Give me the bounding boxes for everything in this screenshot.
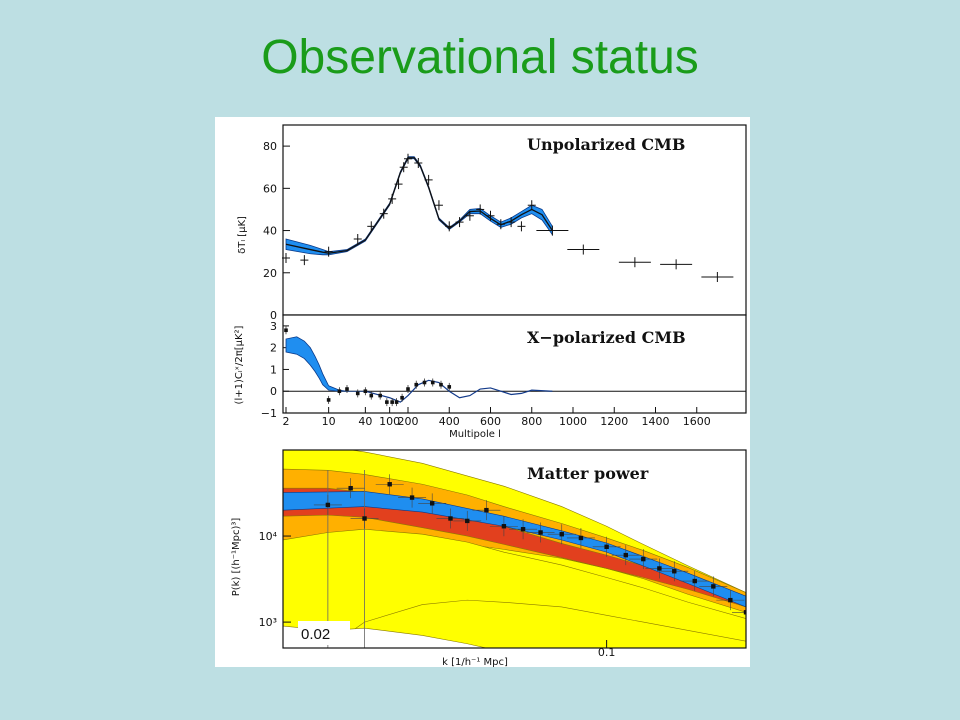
data-point (448, 516, 453, 521)
data-point (394, 400, 399, 404)
xtick-label: 1400 (642, 415, 670, 428)
data-point (657, 566, 662, 571)
figure: Unpolarized CMB δTₗ [μK] 0 20 40 60 80 X−pol… (215, 117, 750, 667)
data-point (559, 532, 564, 537)
data-point (429, 501, 435, 506)
xtick-label: 600 (480, 415, 501, 428)
xtick-label: 1600 (683, 415, 711, 428)
data-point (538, 530, 543, 535)
panel-matter-power-title: Matter power (527, 464, 649, 483)
data-point (578, 535, 584, 541)
data-point (355, 391, 360, 396)
data-point (692, 578, 697, 584)
data-point (484, 507, 489, 513)
data-point (641, 556, 646, 562)
xtick-label: 0.1 (598, 646, 616, 659)
xtick-label: 1200 (600, 415, 628, 428)
panel-xpolarized-band (285, 336, 553, 403)
ytick-label: 0 (270, 309, 277, 322)
xtick-label: 2 (283, 415, 290, 428)
panel-unpolarized-ylabel: δTₗ [μK] (237, 216, 248, 254)
data-point (326, 398, 331, 402)
data-point (363, 389, 368, 394)
ytick-label: 10⁴ (259, 530, 278, 543)
data-point (385, 400, 389, 404)
data-point (447, 385, 452, 389)
model-band (285, 336, 366, 392)
panel-matter-power-frame (282, 449, 747, 649)
panel-matter-power-shapes (283, 450, 746, 648)
panel-matter-power-xlabel: k [1/h⁻¹ Mpc] (442, 657, 508, 667)
data-point (387, 482, 392, 487)
data-point (378, 393, 382, 398)
panel-matter-power-xticks: 0.1 (598, 640, 616, 659)
ytick-label: 80 (263, 140, 277, 153)
data-point (520, 527, 526, 532)
data-point (672, 569, 677, 574)
data-point (409, 495, 415, 500)
panel-xpolarized-yticks: −1 0 1 2 3 (261, 320, 289, 420)
data-point (422, 380, 427, 385)
data-point (623, 552, 628, 558)
data-point (362, 516, 367, 521)
panel-matter-power: Matter power P(k) [(h⁻¹Mpc)³] 10³ 10⁴ 0.1… (231, 449, 747, 667)
ytick-label: 20 (263, 267, 277, 280)
ytick-label: 3 (270, 320, 277, 333)
panel-unpolarized-title: Unpolarized CMB (527, 135, 685, 154)
data-point (414, 382, 419, 387)
data-point (465, 518, 470, 524)
panel-xpolarized-ylabel: (l+1)Cₗˣ/2π[μK²] (234, 325, 245, 404)
data-point (501, 524, 507, 529)
data-point (390, 400, 394, 404)
data-point (348, 485, 353, 491)
data-point (439, 382, 443, 387)
data-point (711, 584, 716, 589)
ytick-label: −1 (261, 407, 277, 420)
panel-unpolarized-points (282, 153, 734, 282)
ytick-label: 0 (270, 385, 277, 398)
data-point (325, 502, 331, 508)
ytick-label: 60 (263, 182, 277, 195)
xtick-label: 800 (521, 415, 542, 428)
data-point (430, 380, 435, 385)
panel-matter-power-ylabel: P(k) [(h⁻¹Mpc)³] (231, 518, 242, 597)
panel-xpolarized-frame (282, 314, 747, 414)
panel-unpolarized: Unpolarized CMB δTₗ [μK] 0 20 40 60 80 (237, 124, 747, 322)
data-point (406, 387, 410, 391)
ytick-label: 10³ (259, 616, 277, 629)
ytick-label: 2 (270, 342, 277, 355)
xtick-label: 10 (322, 415, 336, 428)
data-point (345, 387, 349, 391)
data-point (728, 597, 733, 603)
data-point (369, 393, 374, 398)
xtick-label: 1000 (559, 415, 587, 428)
data-point (400, 395, 404, 400)
panel-matter-power-yticks: 10³ 10⁴ (259, 530, 291, 629)
xtick-label: 400 (439, 415, 460, 428)
xtick-label: 200 (398, 415, 419, 428)
panel-xpolarized-title: X−polarized CMB (527, 328, 686, 347)
data-point (743, 610, 746, 615)
panel-xpolarized: X−polarized CMB (l+1)Cₗˣ/2π[μK²] −10123 … (234, 314, 747, 440)
annotation-002: 0.02 (301, 626, 330, 643)
data-point (604, 544, 609, 549)
ytick-label: 40 (263, 225, 277, 238)
ytick-label: 1 (270, 363, 277, 376)
inner-yellow-band (283, 528, 746, 648)
model-line (365, 379, 553, 403)
xtick-label: 40 (358, 415, 372, 428)
annotation-box (298, 621, 350, 645)
panel-xpolarized-points (284, 326, 452, 407)
data-point (337, 389, 342, 394)
data-point (284, 328, 288, 333)
model-line (285, 157, 553, 254)
panel-xpolarized-xlabel: Multipole l (449, 429, 501, 440)
slide-title: Observational status (261, 31, 699, 84)
xtick-label: 100 (379, 415, 400, 428)
